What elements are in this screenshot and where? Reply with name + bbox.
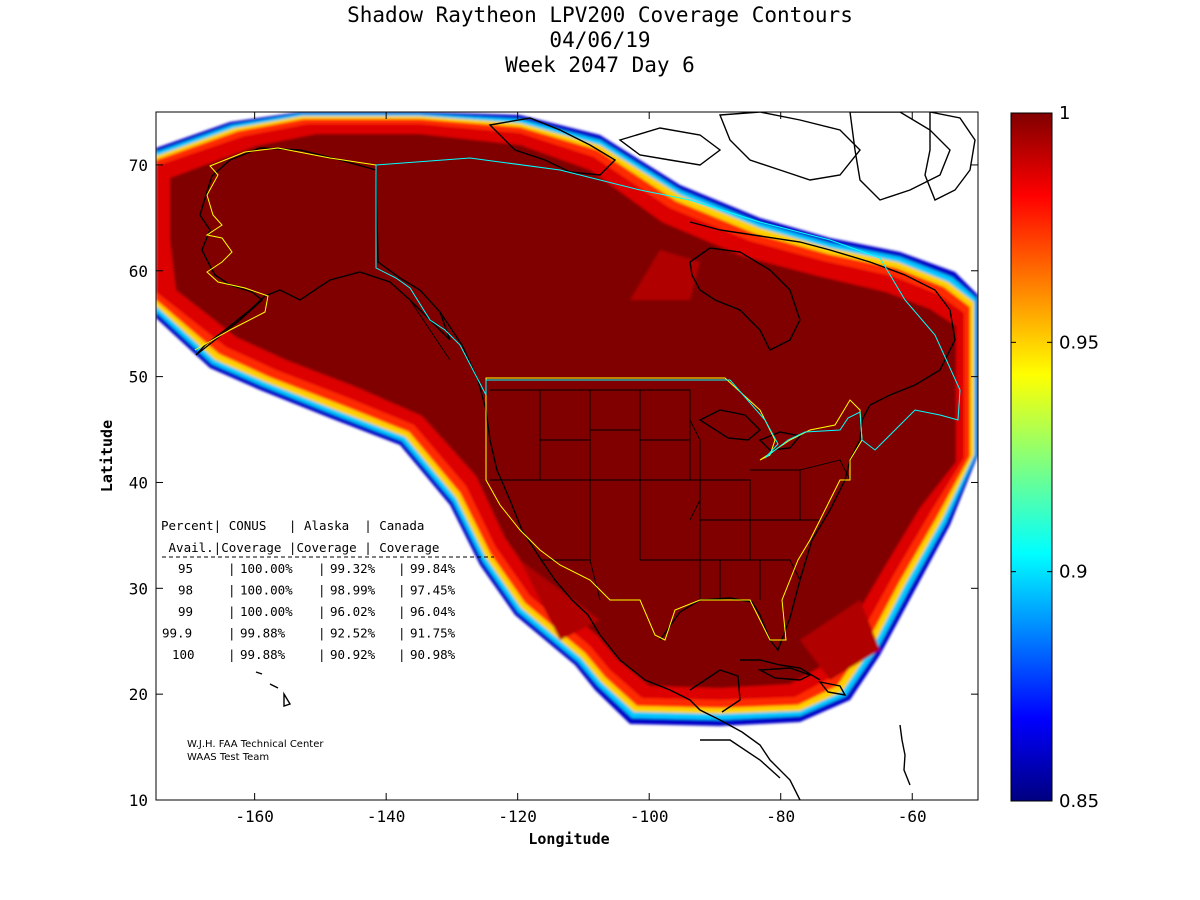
map-date: 04/06/19 xyxy=(549,28,651,52)
x-tick-label: -60 xyxy=(898,807,927,826)
colorbar-tick-label: 0.85 xyxy=(1059,791,1099,812)
table-cell-alaska: 98.99% xyxy=(330,583,376,598)
x-tick-label: -120 xyxy=(498,807,537,826)
state-boundaries xyxy=(409,299,851,601)
table-separator: | xyxy=(398,647,406,662)
table-separator: | xyxy=(228,583,236,598)
colorbar-gradient xyxy=(1010,112,1053,802)
table-cell-avail: 100 xyxy=(172,647,195,662)
table-separator: | xyxy=(318,561,326,576)
table-cell-conus: 100.00% xyxy=(240,604,293,619)
table-separator: | xyxy=(228,561,236,576)
x-axis-label: Longitude xyxy=(528,830,609,848)
credit-line-2: WAAS Test Team xyxy=(187,752,269,763)
table-header-row1: Percent| CONUS | Alaska | Canada xyxy=(161,518,424,533)
table-cell-canada: 96.04% xyxy=(410,604,456,619)
table-cell-conus: 100.00% xyxy=(240,561,293,576)
table-cell-avail: 95 xyxy=(178,561,193,576)
y-tick-label: 60 xyxy=(129,262,148,281)
table-cell-avail: 98 xyxy=(178,583,193,598)
table-cell-conus: 99.88% xyxy=(240,626,286,641)
colorbar-ticks: 1 0.95 0.9 0.85 xyxy=(1011,103,1099,812)
table-separator: | xyxy=(318,647,326,662)
x-axis-ticks: -160 -140 -120 -100 -80 -60 xyxy=(235,112,927,826)
y-tick-label: 50 xyxy=(129,368,148,387)
map-plot-area xyxy=(156,112,978,800)
table-cell-alaska: 90.92% xyxy=(330,647,376,662)
colorbar: 1 0.95 0.9 0.85 xyxy=(1010,103,1099,812)
table-separator: | xyxy=(318,626,326,641)
colorbar-tick-label: 1 xyxy=(1059,103,1070,124)
x-tick-label: -100 xyxy=(630,807,669,826)
table-cell-conus: 100.00% xyxy=(240,583,293,598)
plot-frame xyxy=(155,111,979,801)
table-separator: | xyxy=(398,561,406,576)
table-cell-canada: 90.98% xyxy=(410,647,456,662)
table-row: 99 | 100.00% | 96.02% | 96.04% xyxy=(178,604,456,619)
table-row: 100 | 99.88% | 90.92% | 90.98% xyxy=(172,647,456,662)
table-rows: 95 | 100.00% | 99.32% | 99.84% 98 | 100.00% | 98.99… xyxy=(162,561,456,662)
table-separator: | xyxy=(398,626,406,641)
canada-boundary xyxy=(375,157,961,459)
coverage-band-core xyxy=(170,134,956,688)
table-cell-avail: 99.9 xyxy=(162,626,192,641)
table-cell-conus: 99.88% xyxy=(240,647,286,662)
table-cell-canada: 97.45% xyxy=(410,583,456,598)
y-tick-label: 10 xyxy=(129,791,148,810)
table-cell-alaska: 92.52% xyxy=(330,626,376,641)
coverage-contours xyxy=(156,112,978,726)
credit-line-1: W.J.H. FAA Technical Center xyxy=(187,739,324,750)
table-cell-canada: 99.84% xyxy=(410,561,456,576)
table-separator: | xyxy=(318,583,326,598)
table-separator: | xyxy=(228,647,236,662)
table-row: 99.9 | 99.88% | 92.52% | 91.75% xyxy=(162,626,456,641)
table-cell-canada: 91.75% xyxy=(410,626,456,641)
table-cell-alaska: 96.02% xyxy=(330,604,376,619)
table-row: 98 | 100.00% | 98.99% | 97.45% xyxy=(178,583,456,598)
table-cell-alaska: 99.32% xyxy=(330,561,376,576)
table-header-row2: Avail.|Coverage |Coverage | Coverage xyxy=(161,540,439,555)
map-gps-week: Week 2047 Day 6 xyxy=(505,53,695,77)
x-tick-label: -160 xyxy=(235,807,274,826)
table-cell-avail: 99 xyxy=(178,604,193,619)
y-tick-label: 70 xyxy=(129,156,148,175)
table-row: 95 | 100.00% | 99.32% | 99.84% xyxy=(178,561,456,576)
colorbar-tick-label: 0.95 xyxy=(1059,332,1099,353)
y-axis-ticks: 10 20 30 40 50 60 70 xyxy=(129,156,978,810)
table-separator: | xyxy=(318,604,326,619)
table-separator: | xyxy=(228,626,236,641)
coverage-table: Percent| CONUS | Alaska | Canada Avail.|… xyxy=(161,518,494,662)
coastlines xyxy=(195,112,976,800)
table-separator: | xyxy=(228,604,236,619)
y-axis-label: Latitude xyxy=(98,420,116,492)
map-title: Shadow Raytheon LPV200 Coverage Contours xyxy=(347,3,853,27)
x-tick-label: -140 xyxy=(367,807,406,826)
table-separator: | xyxy=(398,604,406,619)
y-tick-label: 30 xyxy=(129,579,148,598)
x-tick-label: -80 xyxy=(766,807,795,826)
y-tick-label: 20 xyxy=(129,685,148,704)
table-separator: | xyxy=(398,583,406,598)
colorbar-tick-label: 0.9 xyxy=(1059,562,1088,583)
y-tick-label: 40 xyxy=(129,473,148,492)
conus-alaska-boundary xyxy=(194,147,863,641)
